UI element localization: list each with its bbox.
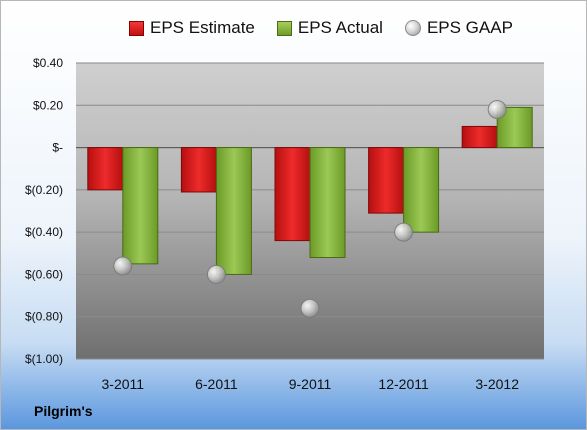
x-tick-label: 12-2011 bbox=[378, 376, 429, 392]
legend-item-gaap: EPS GAAP bbox=[404, 18, 513, 38]
point-eps-gaap bbox=[487, 100, 507, 120]
y-tick-label: $(0.40) bbox=[25, 225, 63, 239]
y-tick-label: $(1.00) bbox=[25, 352, 63, 366]
bar-eps-estimate bbox=[274, 147, 311, 242]
y-axis-ticks: $0.40 $0.20 $- $(0.20) $(0.40) $(0.60) $(0.80)… bbox=[25, 56, 63, 366]
legend-item-estimate: EPS Estimate bbox=[129, 18, 255, 38]
company-name: Pilgrim's bbox=[34, 403, 93, 419]
y-tick-label: $(0.20) bbox=[25, 183, 63, 197]
x-axis-labels: 3-2011 6-2011 9-2011 12-2011 3-2012 bbox=[102, 376, 520, 392]
y-tick-label: $(0.80) bbox=[25, 310, 63, 324]
y-tick-label: $0.40 bbox=[33, 56, 63, 70]
point-eps-gaap bbox=[394, 222, 414, 242]
x-tick-label: 3-2011 bbox=[102, 376, 145, 392]
point-eps-gaap bbox=[113, 256, 133, 276]
bar-eps-actual bbox=[215, 147, 252, 275]
estimate-swatch-icon bbox=[129, 20, 144, 36]
y-tick-label: $0.20 bbox=[33, 98, 63, 112]
legend-actual-label: EPS Actual bbox=[297, 18, 383, 37]
bars bbox=[87, 106, 533, 275]
y-tick-label: $- bbox=[52, 141, 63, 155]
gaap-markers bbox=[113, 100, 507, 318]
legend-gaap-label: EPS GAAP bbox=[426, 18, 513, 37]
bar-eps-actual bbox=[403, 147, 440, 233]
point-eps-gaap bbox=[300, 298, 320, 318]
y-tick-label: $(0.60) bbox=[25, 267, 63, 281]
bar-eps-estimate bbox=[368, 147, 405, 214]
bar-eps-estimate bbox=[180, 147, 217, 193]
bar-eps-actual bbox=[122, 147, 159, 265]
x-tick-label: 6-2011 bbox=[195, 376, 238, 392]
point-eps-gaap bbox=[206, 264, 226, 284]
bar-eps-actual bbox=[309, 147, 346, 259]
gaap-marker-icon bbox=[404, 20, 421, 36]
actual-swatch-icon bbox=[276, 20, 292, 36]
x-tick-label: 9-2011 bbox=[289, 376, 332, 392]
bar-eps-estimate bbox=[87, 147, 124, 191]
legend: EPS Estimate EPS Actual EPS GAAP bbox=[129, 18, 535, 38]
x-tick-label: 3-2012 bbox=[475, 376, 519, 392]
legend-estimate-label: EPS Estimate bbox=[150, 18, 255, 37]
legend-item-actual: EPS Actual bbox=[276, 18, 383, 38]
bar-eps-estimate bbox=[461, 125, 498, 149]
